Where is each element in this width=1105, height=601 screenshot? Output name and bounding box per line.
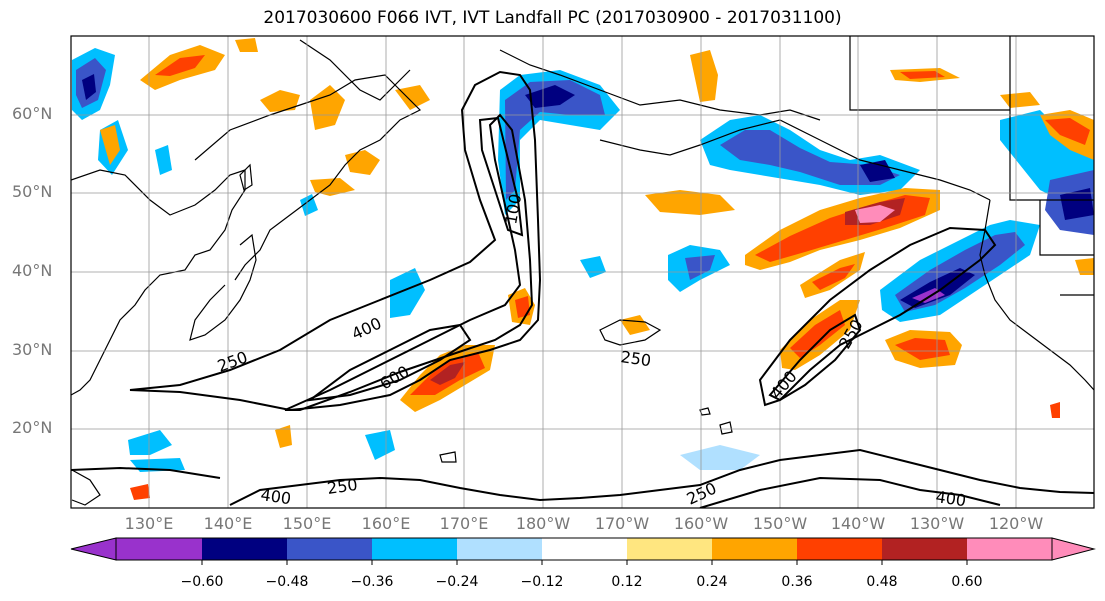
colorbar bbox=[70, 537, 1096, 565]
colorbar-segment bbox=[797, 538, 882, 560]
lat-label: 20°N bbox=[12, 418, 53, 437]
lon-label: 130°E bbox=[124, 514, 174, 533]
lon-label: 120°W bbox=[988, 514, 1044, 533]
colorbar-outline bbox=[115, 537, 1053, 561]
lon-label: 160°W bbox=[673, 514, 729, 533]
negative-pc-shading bbox=[72, 48, 1094, 472]
colorbar-segment bbox=[372, 538, 457, 560]
colorbar-tick-label: 0.60 bbox=[951, 574, 983, 590]
colorbar-tick-label: 0.48 bbox=[866, 574, 898, 590]
colorbar-tick-label: −0.48 bbox=[265, 574, 309, 590]
colorbar-segment bbox=[712, 538, 797, 560]
colorbar-tick-label: 0.24 bbox=[696, 574, 728, 590]
colorbar-segment bbox=[542, 538, 627, 560]
colorbar-segment bbox=[287, 538, 372, 560]
colorbar-tick-label: 0.12 bbox=[611, 574, 643, 590]
lat-label: 40°N bbox=[12, 261, 53, 280]
contour-label: 250 bbox=[619, 347, 652, 370]
colorbar-tick-label: −0.24 bbox=[435, 574, 479, 590]
colorbar-tick-label: −0.60 bbox=[180, 574, 224, 590]
graticule bbox=[71, 36, 1094, 508]
map-frame bbox=[70, 35, 1095, 509]
contour-label: 250 bbox=[326, 475, 359, 498]
colorbar-extend-min bbox=[70, 537, 117, 561]
lat-label: 50°N bbox=[12, 182, 53, 201]
lon-label: 180°W bbox=[515, 514, 571, 533]
ivt-contours bbox=[71, 70, 1094, 508]
lat-label: 30°N bbox=[12, 340, 53, 359]
colorbar-segment bbox=[457, 538, 542, 560]
colorbar-segment bbox=[116, 538, 202, 560]
positive-pc-shading bbox=[100, 38, 1094, 500]
colorbar-segment bbox=[967, 538, 1052, 560]
colorbar-extend-max bbox=[1051, 537, 1096, 561]
contour-label: 400 bbox=[934, 487, 967, 510]
lon-label: 170°W bbox=[594, 514, 650, 533]
colorbar-tick-label: −0.12 bbox=[520, 574, 564, 590]
lon-label: 130°W bbox=[909, 514, 965, 533]
lon-label: 140°E bbox=[203, 514, 253, 533]
colorbar-segment bbox=[627, 538, 712, 560]
lon-label: 170°E bbox=[439, 514, 489, 533]
lon-label: 150°W bbox=[752, 514, 808, 533]
lon-label: 140°W bbox=[830, 514, 886, 533]
colorbar-segment bbox=[882, 538, 967, 560]
colorbar-segment bbox=[202, 538, 287, 560]
map-title: 2017030600 F066 IVT, IVT Landfall PC (20… bbox=[263, 8, 842, 28]
lon-label: 160°E bbox=[361, 514, 411, 533]
lat-label: 60°N bbox=[12, 104, 53, 123]
colorbar-tick-label: −0.36 bbox=[350, 574, 394, 590]
colorbar-tick-label: 0.36 bbox=[781, 574, 813, 590]
lon-label: 150°E bbox=[282, 514, 332, 533]
contour-label: 400 bbox=[259, 485, 292, 508]
coastlines bbox=[71, 36, 1094, 506]
